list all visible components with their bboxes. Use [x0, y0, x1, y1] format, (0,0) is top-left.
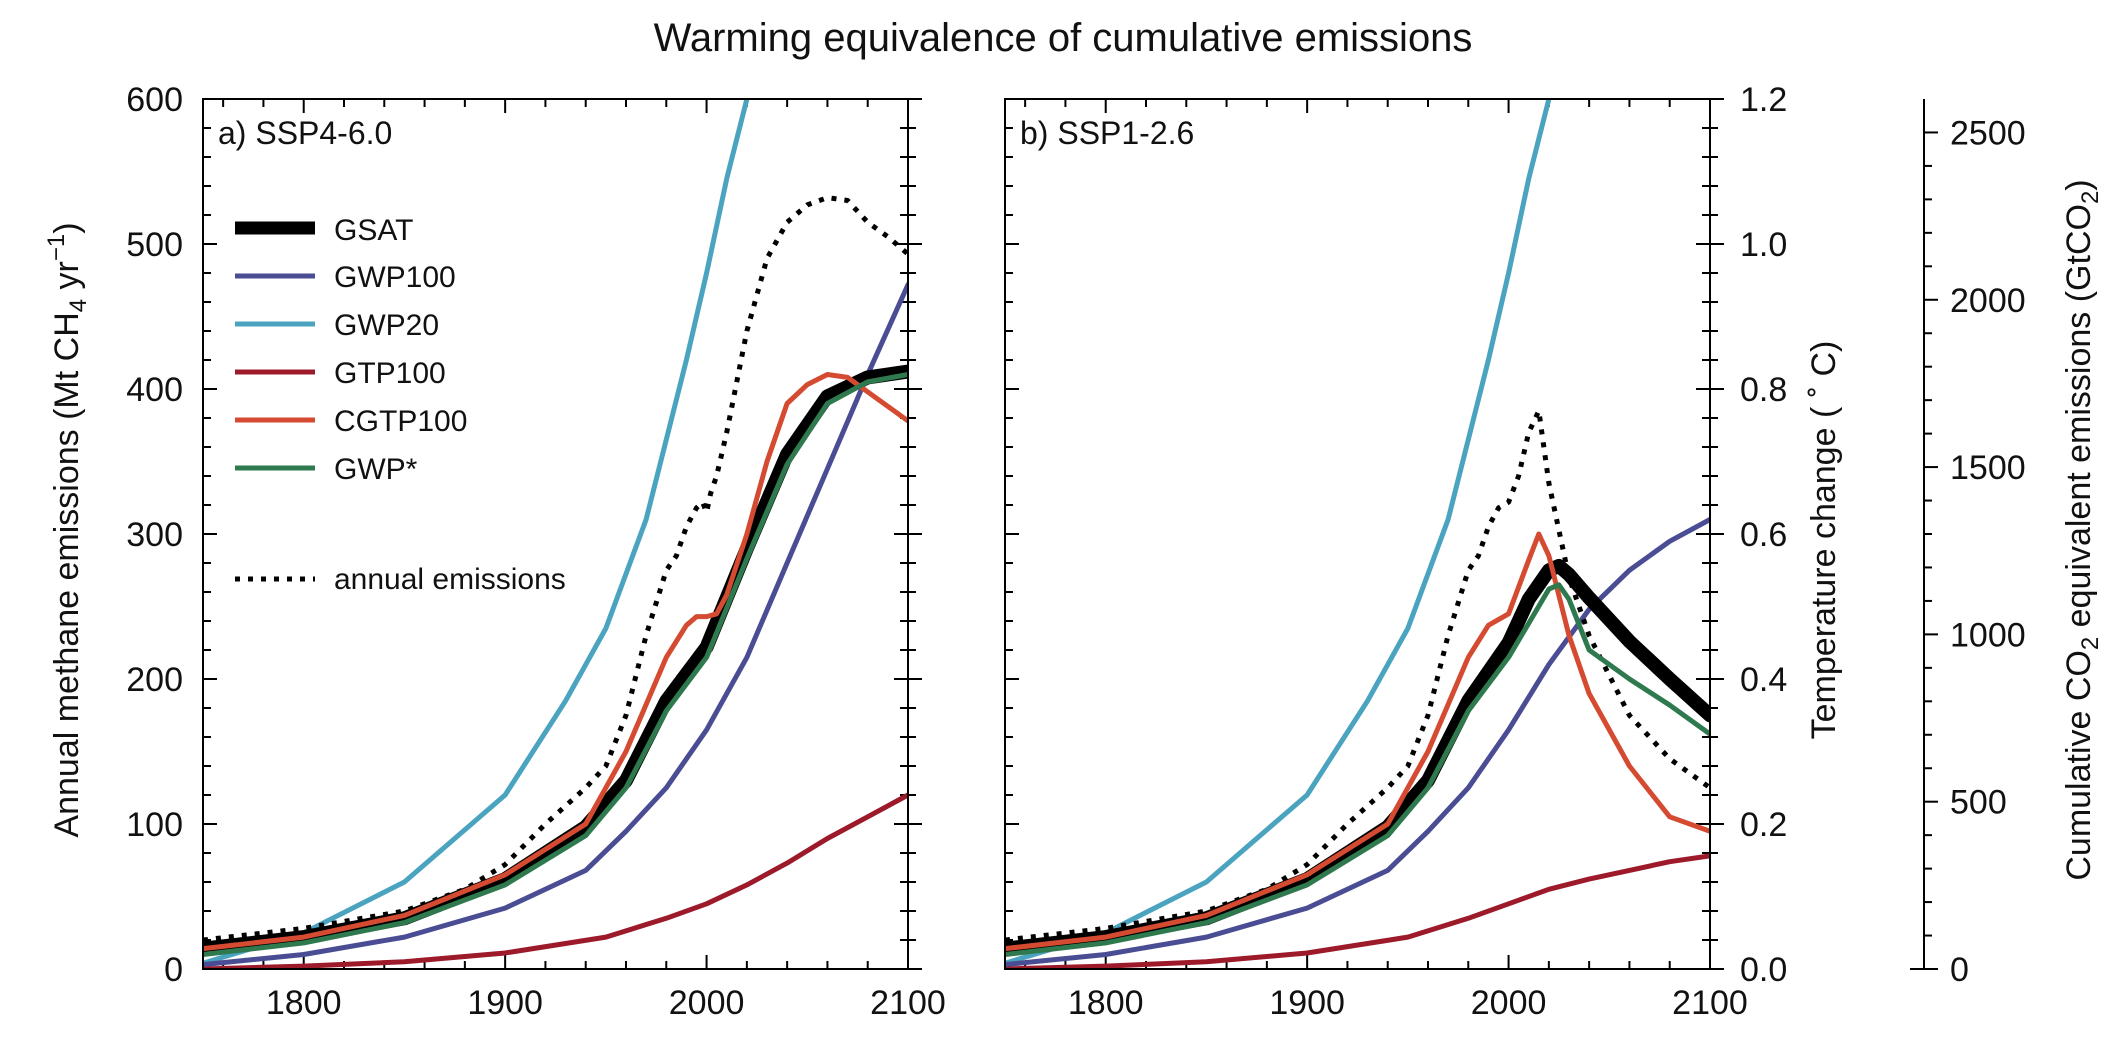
- figure-title: Warming equivalence of cumulative emissi…: [654, 16, 1473, 60]
- y-tick-label: 600: [126, 81, 183, 119]
- temperature-tick-label: 0.2: [1740, 806, 1787, 844]
- co2-tick-label: 2500: [1950, 114, 2026, 152]
- co2-tick-label: 500: [1950, 784, 2007, 822]
- series-line-gwp100: [1005, 517, 1710, 968]
- panel-b-ytick-labels: 0.0 0.2 0.4 0.6 0.8 1.0 1.2: [1740, 81, 1787, 989]
- panel-b-frame: [1004, 98, 1711, 970]
- series-line-gwp20: [203, 99, 750, 966]
- co2-axis-ticks: [1910, 131, 1938, 970]
- series-line-cgtp100: [1005, 531, 1710, 952]
- panel-a-ytick-labels: 0 100 200 300 400 500 600: [126, 81, 183, 989]
- panel-b: b) SSP1-2.6 0.0 0.2 0.4 0.6 0.8 1.0 1.2 1800 19…: [1004, 81, 1787, 1022]
- y-tick-label: 100: [126, 806, 183, 844]
- legend-label-gtp100: GTP100: [334, 357, 446, 390]
- cumulative-co2-axis: 0 500 1000 1500 2000 2500: [1910, 99, 2026, 989]
- panel-a-title: a) SSP4-6.0: [218, 115, 392, 151]
- y-tick-label: 200: [126, 661, 183, 699]
- temperature-tick-label: 0.8: [1740, 371, 1787, 409]
- x-tick-label: 2100: [1672, 984, 1748, 1022]
- co2-tick-label: 0: [1950, 951, 1969, 989]
- co2-tick-label: 2000: [1950, 282, 2026, 320]
- co2-tick-label: 1000: [1950, 616, 2026, 654]
- left-ylabel: Annual methane emissions (Mt CH4 yr−1): [43, 222, 92, 837]
- y-tick-label: 400: [126, 371, 183, 409]
- series-line-gwpstar: [203, 372, 908, 957]
- series-line-gtp100: [203, 792, 908, 969]
- panel-b-title: b) SSP1-2.6: [1020, 115, 1194, 151]
- temperature-tick-label: 0.6: [1740, 516, 1787, 554]
- x-tick-label: 2000: [669, 984, 745, 1022]
- temperature-tick-label: 1.2: [1740, 81, 1787, 119]
- panel-a: a) SSP4-6.0 0 100 200 300 400 500 600 1800 1900…: [126, 81, 946, 1022]
- panel-b-lines: [1005, 99, 1710, 969]
- x-tick-label: 2100: [870, 984, 946, 1022]
- series-line-gsat: [203, 364, 908, 956]
- x-tick-label: 1800: [266, 984, 342, 1022]
- legend-label-gwp20: GWP20: [334, 309, 439, 342]
- panel-a-lines: [203, 99, 908, 969]
- co2-axis-tick-labels: 0 500 1000 1500 2000 2500: [1950, 114, 2026, 989]
- y-tick-label: 300: [126, 516, 183, 554]
- x-tick-label: 1900: [1269, 984, 1345, 1022]
- series-line-cgtp100: [203, 372, 908, 952]
- series-line-gwp100: [203, 282, 908, 968]
- temperature-ylabel: Temperature change ( ˚ C): [1805, 341, 1843, 740]
- legend-label-annual: annual emissions: [334, 563, 566, 596]
- co2-tick-label: 1500: [1950, 449, 2026, 487]
- legend-label-gsat: GSAT: [334, 214, 413, 247]
- legend-label-gwpstar: GWP*: [334, 453, 418, 486]
- co2-ylabel: Cumulative CO2 equivalent emissions (GtC…: [2060, 179, 2104, 880]
- panel-a-frame: [202, 98, 909, 970]
- y-tick-label: 500: [126, 226, 183, 264]
- legend-label-gwp100: GWP100: [334, 261, 456, 294]
- y-tick-label: 0: [164, 951, 183, 989]
- x-tick-label: 2000: [1471, 984, 1547, 1022]
- temperature-tick-label: 0.4: [1740, 661, 1787, 699]
- temperature-tick-label: 1.0: [1740, 226, 1787, 264]
- series-line-gsat: [1005, 558, 1710, 956]
- panel-a-xtick-labels: 1800 1900 2000 2100: [266, 984, 946, 1022]
- legend-label-cgtp100: CGTP100: [334, 405, 467, 438]
- x-tick-label: 1900: [467, 984, 543, 1022]
- series-line-annual-emissions: [1005, 408, 1710, 943]
- temperature-tick-label: 0.0: [1740, 951, 1787, 989]
- x-tick-label: 1800: [1068, 984, 1144, 1022]
- panel-b-xtick-labels: 1800 1900 2000 2100: [1068, 984, 1748, 1022]
- series-line-gwp20: [1005, 99, 1552, 966]
- legend: GSAT GWP100 GWP20 GTP100 CGTP100 GWP* an…: [235, 214, 566, 596]
- series-line-gwpstar: [1005, 582, 1710, 957]
- series-line-gtp100: [1005, 853, 1710, 969]
